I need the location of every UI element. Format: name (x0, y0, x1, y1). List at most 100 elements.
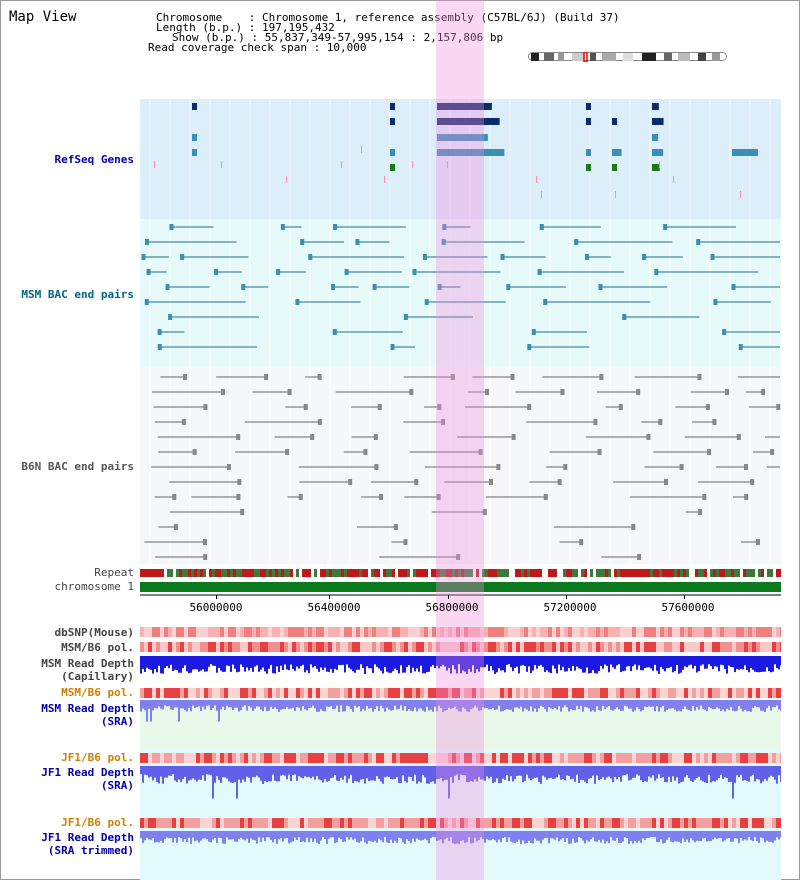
msm-b6-pol-label[interactable]: MSM/B6 pol. (61, 641, 134, 654)
depth-bar (222, 831, 224, 844)
b6n-bac-end-pairs-label[interactable]: B6N BAC end pairs (21, 460, 134, 473)
pol-cell (712, 642, 716, 652)
depth-bar (266, 700, 268, 712)
bac-end (146, 269, 151, 275)
track-canvas[interactable] (140, 0, 781, 880)
depth-bar (560, 831, 562, 840)
depth-bar (622, 656, 624, 672)
msm-bac-end-pairs-label[interactable]: MSM BAC end pairs (21, 288, 134, 301)
pol-cell (552, 642, 556, 652)
depth-bar (384, 700, 386, 712)
depth-bar (442, 656, 444, 665)
depth-bar (422, 831, 424, 840)
depth-bar (562, 766, 564, 779)
depth-bar (524, 700, 526, 709)
refseq-genes-label[interactable]: RefSeq Genes (54, 153, 134, 166)
selected-region-highlight[interactable] (436, 0, 484, 880)
pol-cell (476, 818, 480, 828)
jf1-read-depth-trimmed-label[interactable]: JF1 Read Depth (SRA trimmed) (41, 831, 134, 857)
depth-bar (160, 700, 162, 709)
depth-bar (542, 656, 544, 668)
dbsnp-label[interactable]: dbSNP(Mouse) (54, 626, 134, 639)
pol-cell (428, 627, 432, 637)
bac-end (141, 254, 146, 260)
pol-cell (520, 627, 524, 637)
depth-bar (680, 700, 682, 712)
pol-cell (300, 818, 304, 828)
msm-read-depth-capillary-label[interactable]: MSM Read Depth (Capillary) (41, 657, 134, 683)
axis-tick (566, 595, 567, 599)
bac-end (722, 329, 727, 335)
repeat-block (284, 569, 287, 577)
depth-bar (160, 656, 162, 674)
pol-cell (312, 642, 316, 652)
depth-bar (400, 700, 402, 706)
pol-cell (732, 753, 736, 763)
pol-cell (392, 688, 396, 698)
repeat-block (335, 569, 338, 577)
msm-b6-pol-2-label[interactable]: MSM/B6 pol. (61, 686, 134, 699)
depth-bar (554, 831, 556, 840)
repeat-block (158, 569, 161, 577)
repeat-block (695, 569, 698, 577)
pol-cell (408, 753, 412, 763)
pol-cell (552, 627, 556, 637)
depth-bar (152, 766, 154, 781)
repeat-block (194, 569, 197, 577)
pol-cell (292, 642, 296, 652)
depth-bar (778, 656, 780, 670)
pol-cell (272, 753, 276, 763)
depth-bar (210, 831, 212, 843)
bac-end (450, 374, 455, 380)
depth-bar (758, 831, 760, 844)
genome-tracks-area[interactable]: 56000000 56400000 56800000 57200000 5760… (140, 0, 781, 880)
depth-bar (714, 766, 716, 782)
depth-bar (690, 831, 692, 839)
depth-bar (734, 831, 736, 839)
pol-cell (648, 642, 652, 652)
chromosome-ideogram[interactable] (528, 52, 728, 62)
depth-bar (544, 766, 546, 778)
repeat-block (272, 569, 275, 577)
jf1-b6-pol-2-label[interactable]: JF1/B6 pol. (61, 816, 134, 829)
pol-cell (212, 642, 216, 652)
depth-bar (366, 766, 368, 779)
pol-cell (196, 627, 200, 637)
depth-bar (362, 831, 364, 838)
gene-marker (361, 146, 362, 153)
pol-cell (624, 688, 628, 698)
repeat-block (485, 569, 488, 577)
pol-cell (228, 753, 232, 763)
depth-bar (406, 700, 408, 711)
depth-bar (176, 766, 178, 782)
depth-bar (486, 700, 488, 708)
depth-bar (726, 700, 728, 709)
depth-bar (582, 656, 584, 673)
depth-bar (212, 700, 214, 708)
depth-bar (538, 700, 540, 709)
depth-bar (530, 831, 532, 844)
depth-bar (248, 766, 250, 778)
pol-cell (296, 818, 300, 828)
pol-cell (756, 627, 760, 637)
depth-bar (472, 831, 474, 844)
bac-end (403, 314, 408, 320)
depth-bar (330, 766, 332, 779)
jf1-read-depth-sra-label[interactable]: JF1 Read Depth (SRA) (41, 766, 134, 792)
depth-bar (480, 831, 482, 838)
depth-bar (518, 700, 520, 709)
pol-cell (264, 753, 268, 763)
depth-bar (360, 656, 362, 665)
repeat-block (140, 569, 143, 577)
pol-cell (668, 627, 672, 637)
depth-bar (278, 656, 280, 672)
depth-bar (726, 831, 728, 839)
gene-marker (536, 176, 537, 183)
pol-cell (160, 642, 164, 652)
depth-bar (354, 766, 356, 781)
pol-cell (576, 818, 580, 828)
msm-read-depth-sra-label[interactable]: MSM Read Depth (SRA) (41, 702, 134, 728)
jf1-b6-pol-label[interactable]: JF1/B6 pol. (61, 751, 134, 764)
pol-cell (352, 688, 356, 698)
pol-cell (328, 642, 332, 652)
